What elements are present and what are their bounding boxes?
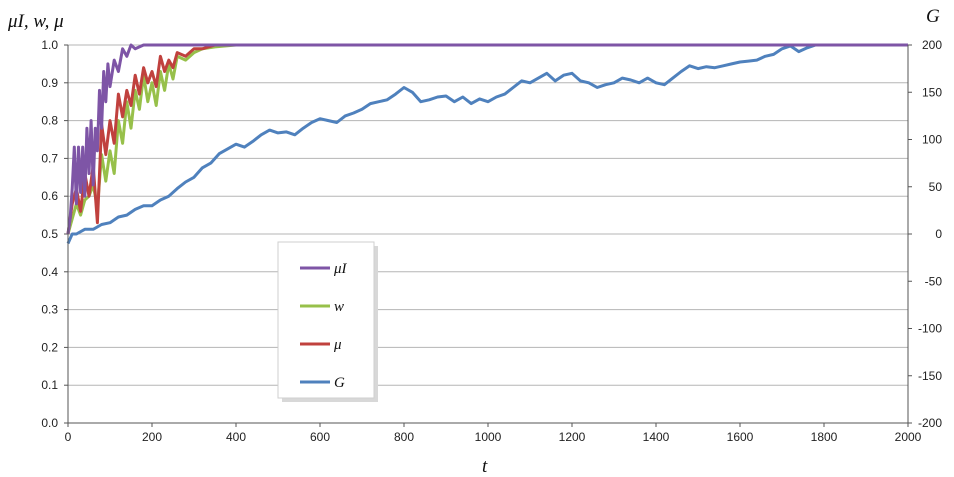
tick-labels: 0.0 0.1 0.2 0.3 0.4 0.5 0.6 0.7 0.8 0.9 1.0 -200 -15… — [41, 38, 942, 444]
legend-label-w: w — [334, 299, 344, 315]
legend-label-mu: μ — [333, 337, 342, 353]
axes — [67, 45, 909, 424]
y-left-tick-label: 0.8 — [41, 114, 58, 128]
legend-label-G: G — [334, 375, 345, 391]
x-tick-label: 1600 — [727, 430, 754, 444]
y-left-tick-label: 0.9 — [41, 76, 58, 90]
gridlines — [64, 44, 912, 427]
y-left-tick-label: 1.0 — [41, 38, 58, 52]
y-right-tick-label: -50 — [925, 274, 943, 288]
x-tick-label: 1400 — [643, 430, 670, 444]
x-tick-label: 2000 — [895, 430, 922, 444]
y-left-tick-label: 0.6 — [41, 189, 58, 203]
y-left-tick-label: 0.0 — [41, 416, 58, 430]
x-axis-title: t — [482, 456, 488, 477]
y-right-tick-label: -100 — [918, 322, 942, 336]
y-left-tick-label: 0.4 — [41, 265, 58, 279]
series-line-mu — [66, 43, 908, 235]
x-tick-label: 200 — [142, 430, 162, 444]
legend-box — [277, 241, 375, 399]
y-left-tick-label: 0.2 — [41, 340, 58, 354]
y-right-tick-label: 50 — [929, 180, 943, 194]
series-lines — [66, 43, 908, 245]
legend: μI w μ G — [277, 241, 378, 402]
x-tick-label: 400 — [226, 430, 246, 444]
y-right-tick-label: 150 — [922, 85, 942, 99]
y-right-tick-label: 100 — [922, 133, 942, 147]
y-right-tick-label: -200 — [918, 416, 942, 430]
y-right-tick-label: 0 — [935, 227, 942, 241]
x-tick-label: 1200 — [559, 430, 586, 444]
x-tick-label: 800 — [394, 430, 414, 444]
y-left-axis-title: μI, w, μ — [7, 11, 64, 32]
series-line-G — [66, 43, 817, 245]
y-left-tick-label: 0.1 — [41, 378, 58, 392]
series-line-w — [66, 43, 908, 235]
y-right-tick-label: -150 — [918, 369, 942, 383]
y-right-tick-label: 200 — [922, 38, 942, 52]
y-left-tick-label: 0.7 — [41, 151, 58, 165]
x-tick-label: 600 — [310, 430, 330, 444]
y-left-tick-label: 0.3 — [41, 303, 58, 317]
x-tick-label: 1000 — [475, 430, 502, 444]
x-tick-label: 0 — [65, 430, 72, 444]
x-tick-label: 1800 — [811, 430, 838, 444]
series-line-muI — [66, 43, 908, 235]
y-left-tick-label: 0.5 — [41, 227, 58, 241]
legend-label-muI: μI — [333, 261, 348, 277]
y-right-axis-title: G — [926, 6, 940, 27]
